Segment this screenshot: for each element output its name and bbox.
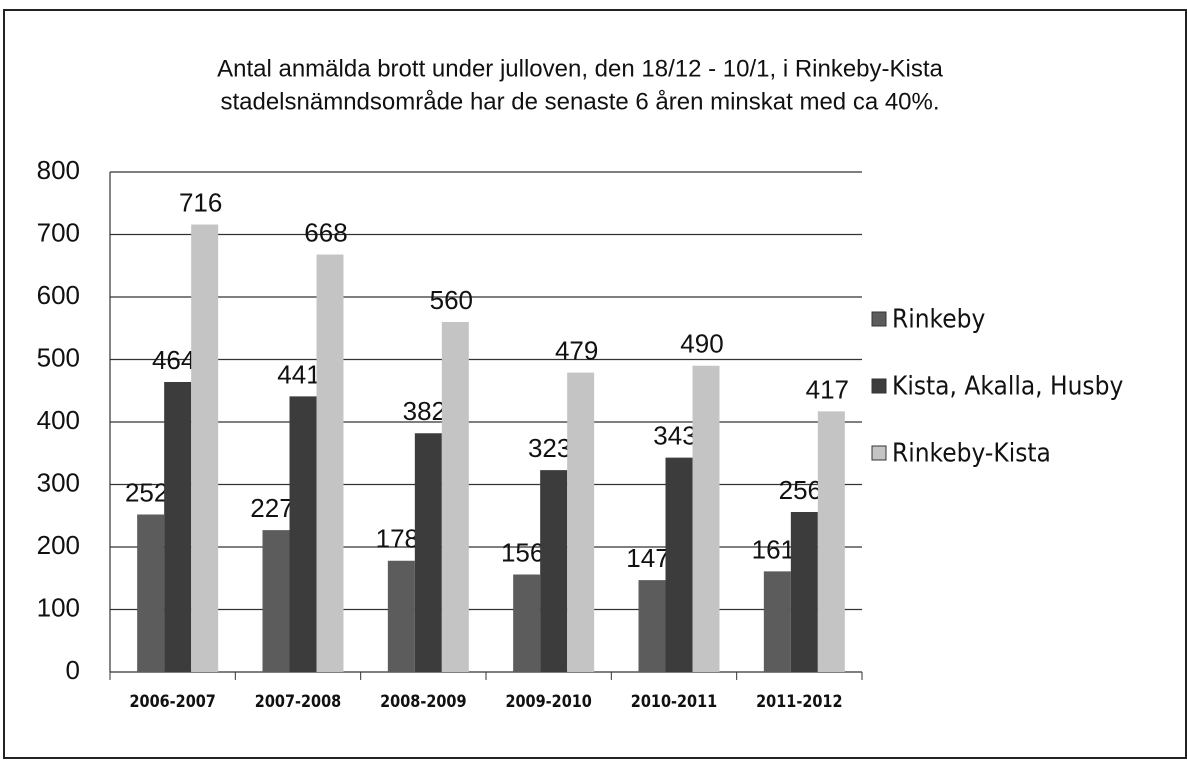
y-tick-label: 300 xyxy=(37,467,80,497)
x-tick-label: 2010-2011 xyxy=(631,691,717,711)
data-label: 147 xyxy=(626,543,669,573)
bar xyxy=(387,560,415,672)
chart-title: stadelsnämndsområde har de senaste 6 åre… xyxy=(220,88,939,115)
legend-label: Kista, Akalla, Husby xyxy=(892,370,1123,400)
y-tick-label: 600 xyxy=(37,280,80,310)
bar xyxy=(692,365,720,672)
data-label: 441 xyxy=(277,359,320,389)
x-tick-label: 2007-2008 xyxy=(255,691,341,711)
legend-swatch xyxy=(871,378,887,394)
x-tick-label: 2009-2010 xyxy=(505,691,591,711)
bar xyxy=(191,224,219,672)
legend-label: Rinkeby xyxy=(892,303,985,333)
y-tick-label: 0 xyxy=(66,655,80,685)
legend-swatch xyxy=(871,311,887,327)
data-label: 490 xyxy=(680,329,723,359)
data-label: 227 xyxy=(250,493,293,523)
data-label: 382 xyxy=(403,396,446,426)
bar xyxy=(441,322,469,672)
y-tick-label: 700 xyxy=(37,217,80,247)
legend-swatch xyxy=(871,445,887,461)
data-label: 161 xyxy=(752,534,795,564)
bar xyxy=(137,514,165,672)
y-tick-label: 100 xyxy=(37,592,80,622)
y-tick-label: 500 xyxy=(37,342,80,372)
legend-label: Rinkeby-Kista xyxy=(892,437,1051,467)
data-label: 323 xyxy=(528,433,571,463)
bar xyxy=(665,457,693,672)
data-label: 464 xyxy=(152,345,195,375)
bar xyxy=(414,433,442,672)
bar xyxy=(763,571,791,672)
x-tick-label: 2011-2012 xyxy=(756,691,842,711)
bar xyxy=(513,574,541,672)
bar xyxy=(316,254,344,672)
y-tick-label: 200 xyxy=(37,530,80,560)
bar xyxy=(638,580,666,672)
bar xyxy=(790,512,818,672)
data-label: 668 xyxy=(304,217,347,247)
data-label: 417 xyxy=(806,374,849,404)
data-label: 256 xyxy=(779,475,822,505)
bar xyxy=(289,396,317,672)
data-label: 343 xyxy=(653,421,696,451)
data-label: 178 xyxy=(376,524,419,554)
frame xyxy=(3,9,1187,759)
bar xyxy=(817,411,845,672)
data-label: 252 xyxy=(125,477,168,507)
data-label: 560 xyxy=(430,285,473,315)
bar xyxy=(567,372,595,672)
y-tick-label: 800 xyxy=(37,155,80,185)
data-label: 716 xyxy=(179,187,222,217)
data-label: 156 xyxy=(501,537,544,567)
x-tick-label: 2008-2009 xyxy=(380,691,466,711)
data-label: 479 xyxy=(555,336,598,366)
bar xyxy=(540,470,568,672)
chart-title: Antal anmälda brott under julloven, den … xyxy=(217,55,943,82)
bar xyxy=(164,382,192,672)
bar xyxy=(262,530,290,672)
x-tick-label: 2006-2007 xyxy=(129,691,215,711)
y-tick-label: 400 xyxy=(37,405,80,435)
